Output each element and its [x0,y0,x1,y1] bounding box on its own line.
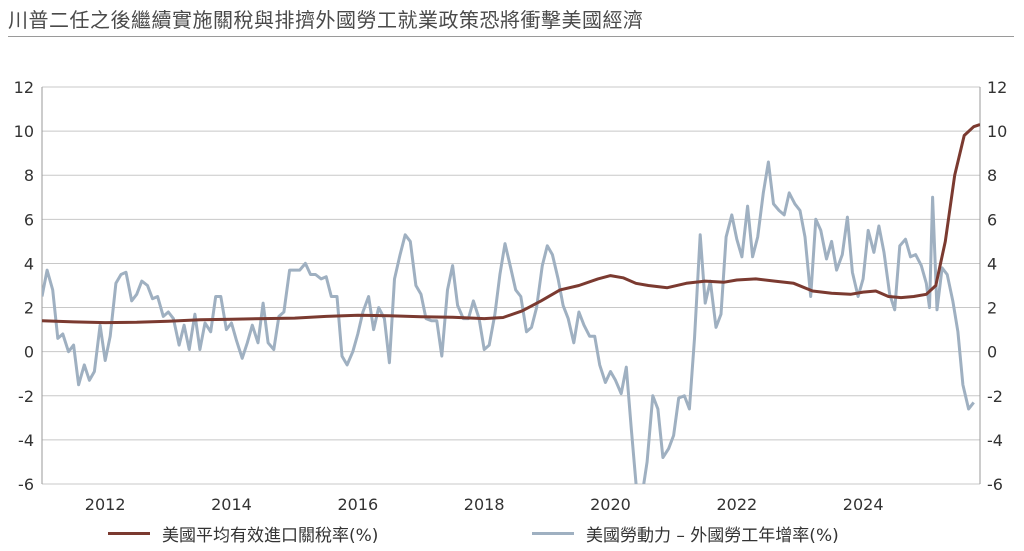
right-y-tick-label: 6 [987,210,997,229]
left-y-tick-label: -2 [18,387,34,406]
left-y-tick-label: 2 [24,299,34,318]
legend-swatch-tariff [108,532,150,535]
series-lines [42,123,980,484]
left-y-tick-label: 0 [24,343,34,362]
right-y-tick-label: -2 [987,387,1003,406]
x-tick-label: 2022 [716,495,757,514]
right-y-tick-label: 2 [987,299,997,318]
legend-label-tariff: 美國平均有效進口關稅率(%) [162,526,379,546]
x-tick-label: 2020 [590,495,631,514]
right-y-tick-label: 8 [987,166,997,185]
left-y-tick-label: 12 [14,78,34,97]
x-axis: 2012 2014 2016 2018 2020 2022 2024 [85,495,884,514]
title-divider [8,36,1014,37]
left-y-tick-label: 4 [24,254,34,273]
left-y-tick-label: 6 [24,210,34,229]
series-line-foreign-labor [42,160,975,484]
series-line-tariff [42,123,980,325]
right-y-tick-label: 0 [987,343,997,362]
right-y-tick-label: 12 [987,78,1007,97]
right-y-axis: 12 10 8 6 4 2 0 -2 -4 -6 [987,78,1007,494]
x-tick-label: 2018 [464,495,505,514]
left-y-tick-label: -4 [18,431,34,450]
right-y-tick-label: 10 [987,122,1007,141]
right-y-tick-label: -4 [987,431,1003,450]
x-tick-label: 2014 [211,495,252,514]
legend-item-foreign-labor: 美國勞動力 – 外國勞工年增率(%) [532,521,839,546]
x-tick-label: 2012 [85,495,126,514]
left-y-tick-label: -6 [18,475,34,494]
x-tick-label: 2016 [337,495,378,514]
legend-label-foreign-labor: 美國勞動力 – 外國勞工年增率(%) [586,526,839,546]
chart-title: 川普二任之後繼續實施關稅與排擠外國勞工就業政策恐將衝擊美國經濟 [8,8,644,32]
legend-swatch-foreign-labor [532,532,574,535]
legend-item-tariff: 美國平均有效進口關稅率(%) [108,521,378,546]
left-y-axis: 12 10 8 6 4 2 0 -2 -4 -6 [14,78,34,494]
left-y-tick-label: 10 [14,122,34,141]
x-tick-label: 2024 [843,495,884,514]
right-y-tick-label: 4 [987,254,997,273]
gridlines [41,86,981,485]
right-y-tick-label: -6 [987,475,1003,494]
left-y-tick-label: 8 [24,166,34,185]
